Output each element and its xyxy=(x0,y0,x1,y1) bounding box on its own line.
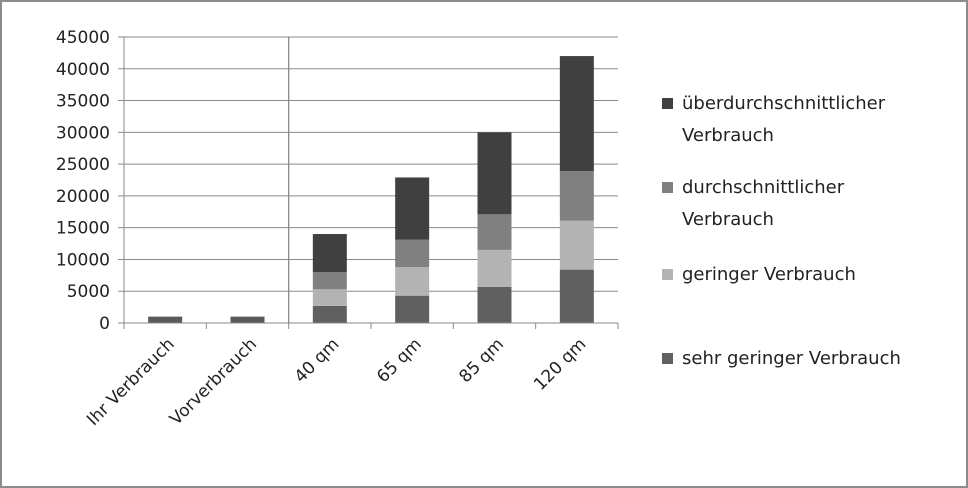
legend-label: sehr geringer Verbrauch xyxy=(682,348,901,369)
legend-label: geringer Verbrauch xyxy=(682,264,856,285)
x-tick-label: 120 qm xyxy=(530,334,590,394)
y-tick-label: 25000 xyxy=(56,155,110,175)
bar-segment xyxy=(395,295,430,323)
bar-segment xyxy=(312,289,347,306)
bar xyxy=(230,316,265,323)
y-tick-labels: 0 5000 10000 15000 20000 25000 30000 35000 40000… xyxy=(56,28,110,334)
y-tick-label: 15000 xyxy=(56,219,110,239)
bar xyxy=(148,316,183,323)
y-tick-label: 45000 xyxy=(56,28,110,48)
bar-segment xyxy=(477,132,512,215)
bar-segment xyxy=(395,239,430,268)
x-tick-label: Ihr Verbrauch xyxy=(83,334,178,429)
bar-segment xyxy=(477,214,512,250)
x-tick-label: 65 qm xyxy=(373,334,426,387)
x-tick-label: 85 qm xyxy=(455,334,508,387)
bar-segment xyxy=(477,249,512,287)
bar-segment xyxy=(312,272,347,290)
y-tick-label: 40000 xyxy=(56,60,110,80)
bar-segment xyxy=(395,177,430,240)
legend-label: Verbrauch xyxy=(682,209,774,230)
y-tick-label: 0 xyxy=(99,314,110,334)
x-tick-label: 40 qm xyxy=(291,334,344,387)
legend-label: durchschnittlicher xyxy=(682,177,845,198)
legend-swatch xyxy=(662,353,673,364)
y-tick-label: 20000 xyxy=(56,187,110,207)
y-tick-label: 35000 xyxy=(56,92,110,112)
bar-segment xyxy=(559,269,594,323)
axes xyxy=(118,36,619,329)
bar-segment xyxy=(312,305,347,323)
y-tick-label: 5000 xyxy=(67,282,110,302)
legend-label: Verbrauch xyxy=(682,125,774,146)
y-tick-label: 10000 xyxy=(56,250,110,270)
bars xyxy=(148,56,594,323)
bar-segment xyxy=(312,234,347,273)
legend-swatch xyxy=(662,269,673,280)
bar-segment xyxy=(559,220,594,270)
bar-segment xyxy=(559,56,594,172)
y-tick-label: 30000 xyxy=(56,123,110,143)
legend-label: überdurchschnittlicher xyxy=(682,93,886,114)
bar-segment xyxy=(395,267,430,296)
legend: überdurchschnittlicher Verbrauch durchschn… xyxy=(662,93,901,369)
gridlines xyxy=(124,36,618,292)
bar-segment xyxy=(559,171,594,221)
legend-swatch xyxy=(662,98,673,109)
legend-swatch xyxy=(662,182,673,193)
bar-segment xyxy=(477,286,512,323)
x-tick-label: Vorverbrauch xyxy=(166,334,261,429)
